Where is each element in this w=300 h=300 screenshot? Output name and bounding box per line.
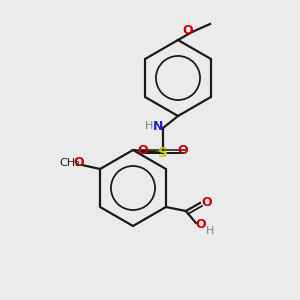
Text: H: H [145,121,153,131]
Text: O: O [74,155,84,169]
Text: O: O [178,145,188,158]
Text: H: H [206,226,214,236]
Text: CH₃: CH₃ [60,158,80,168]
Text: O: O [202,196,212,209]
Text: O: O [183,25,193,38]
Text: N: N [153,119,163,133]
Text: O: O [196,218,206,232]
Text: S: S [158,146,168,160]
Text: O: O [138,145,148,158]
